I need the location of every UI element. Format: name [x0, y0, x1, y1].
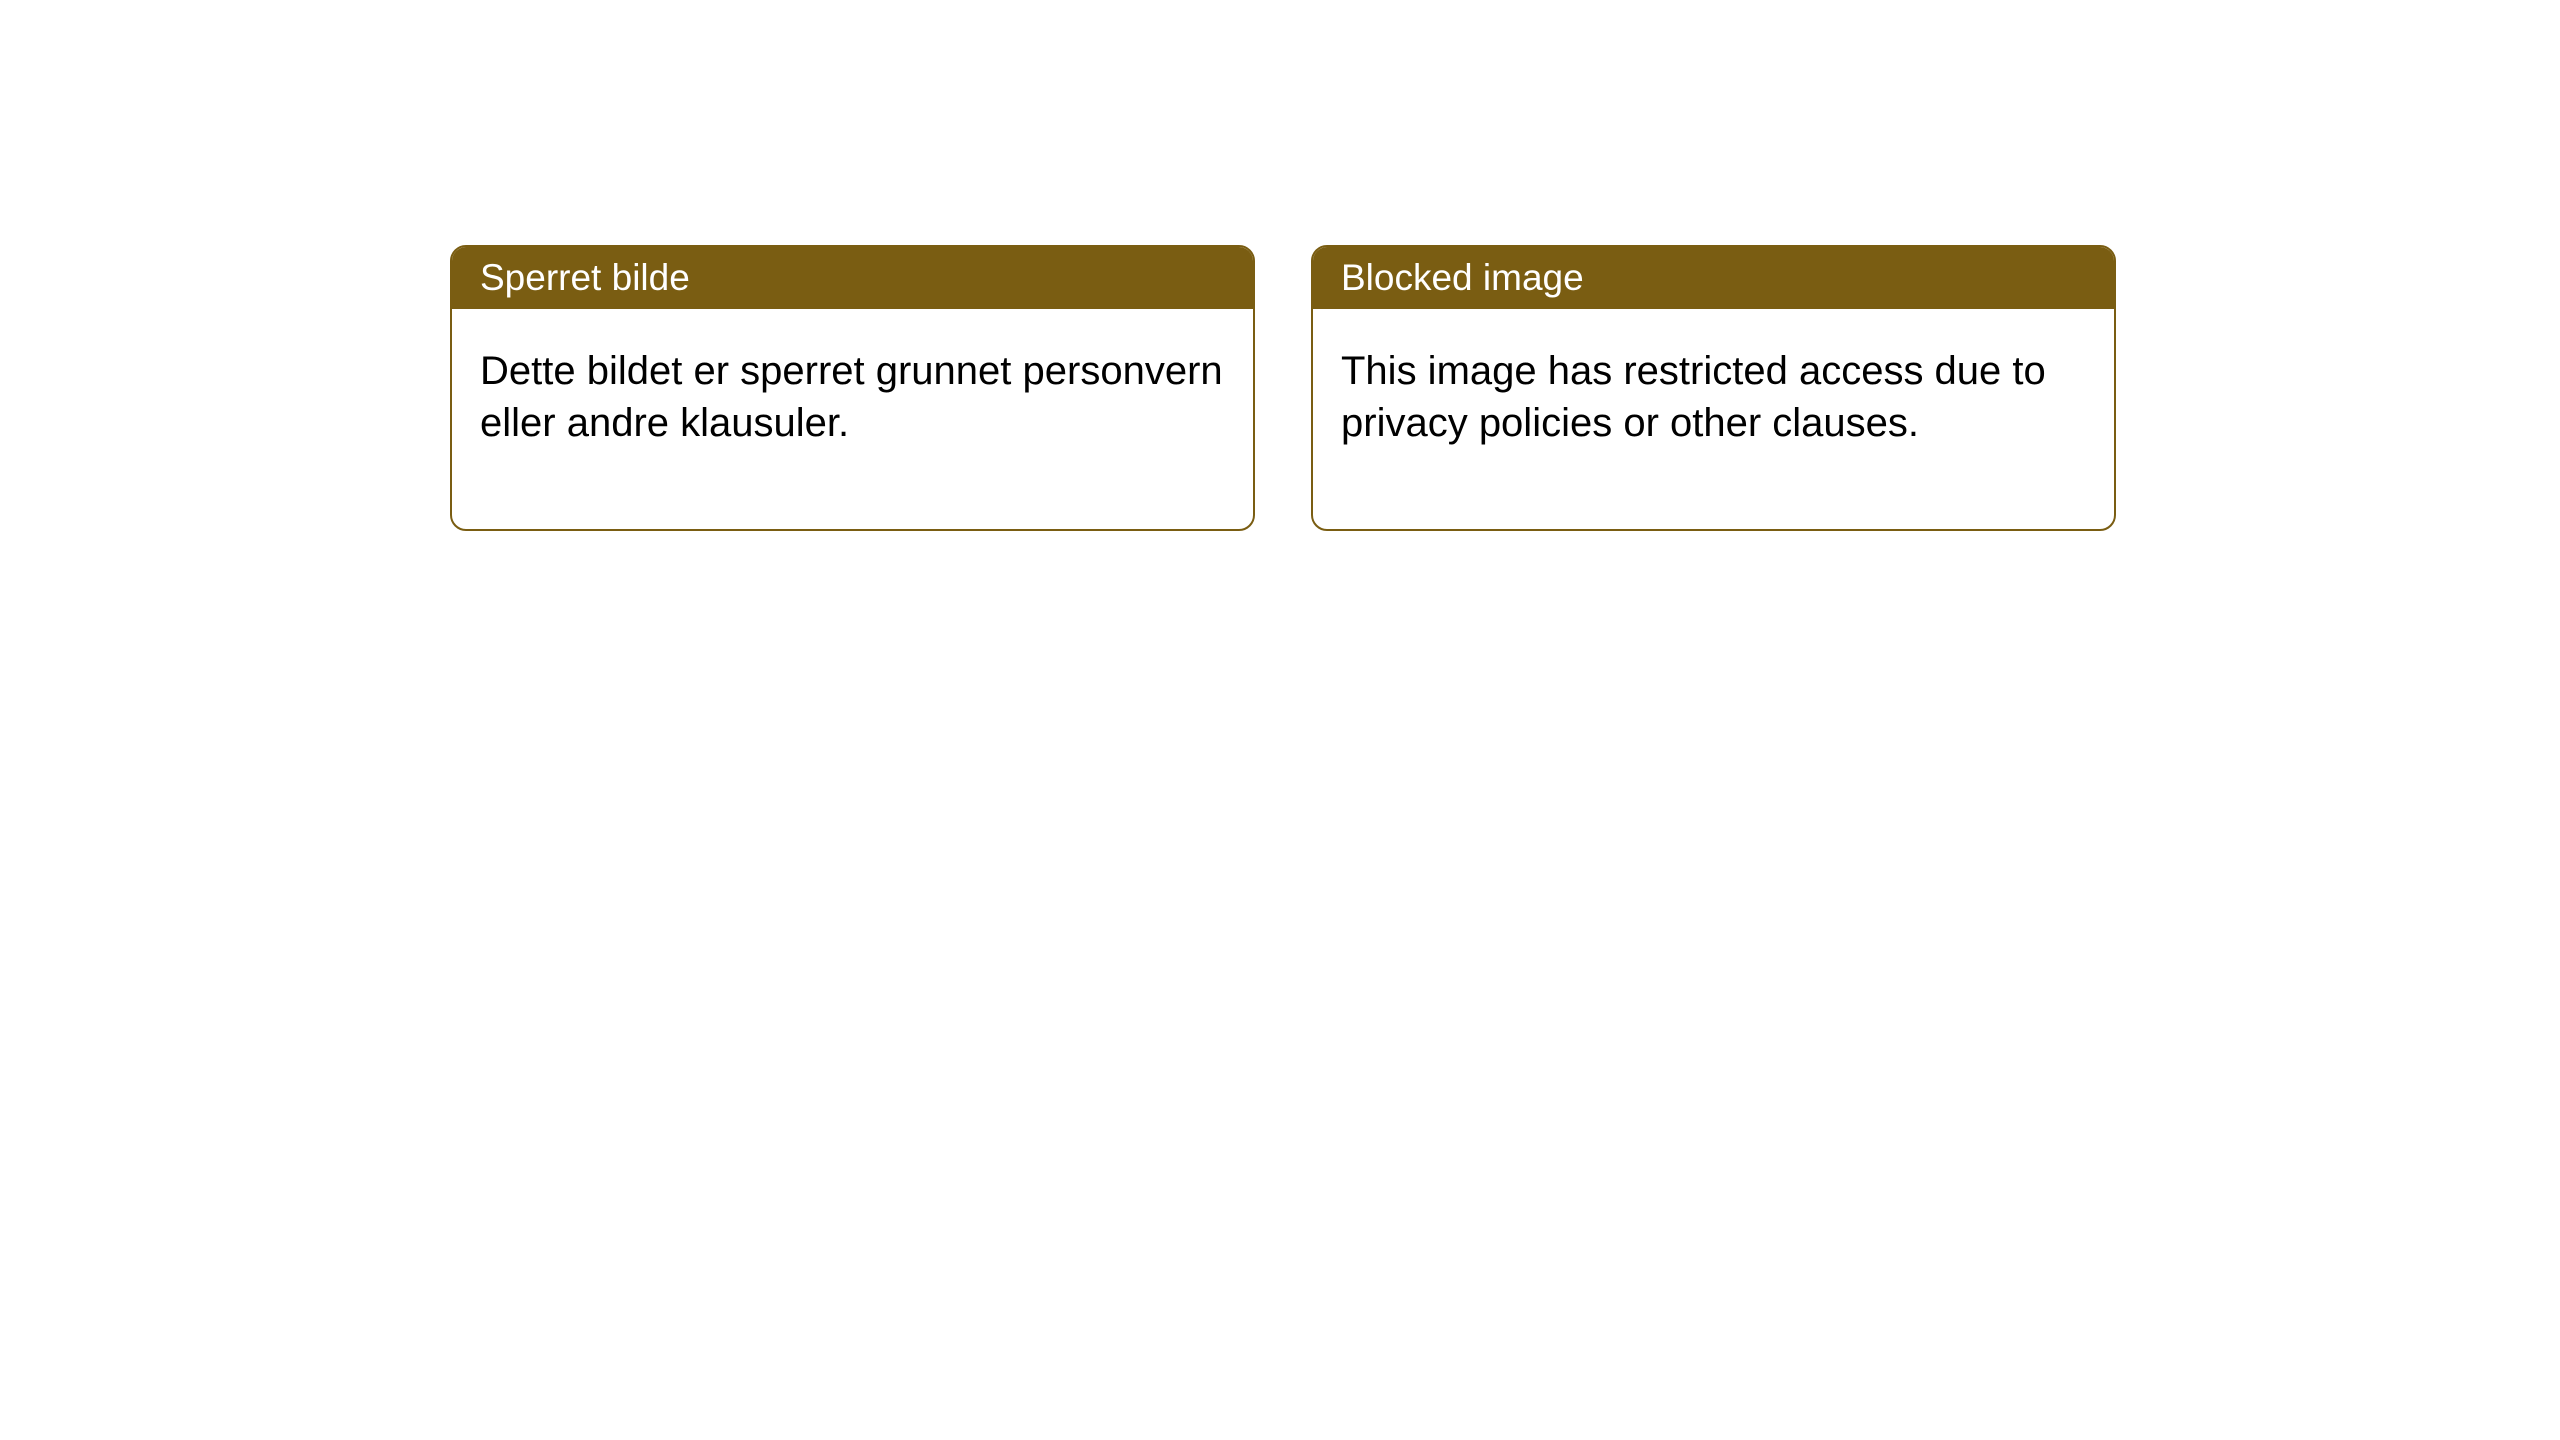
card-body: This image has restricted access due to …: [1313, 309, 2114, 529]
notice-card-english: Blocked image This image has restricted …: [1311, 245, 2116, 531]
notice-cards-container: Sperret bilde Dette bildet er sperret gr…: [450, 245, 2116, 531]
notice-card-norwegian: Sperret bilde Dette bildet er sperret gr…: [450, 245, 1255, 531]
card-body: Dette bildet er sperret grunnet personve…: [452, 309, 1253, 529]
card-header: Sperret bilde: [452, 247, 1253, 309]
card-header: Blocked image: [1313, 247, 2114, 309]
